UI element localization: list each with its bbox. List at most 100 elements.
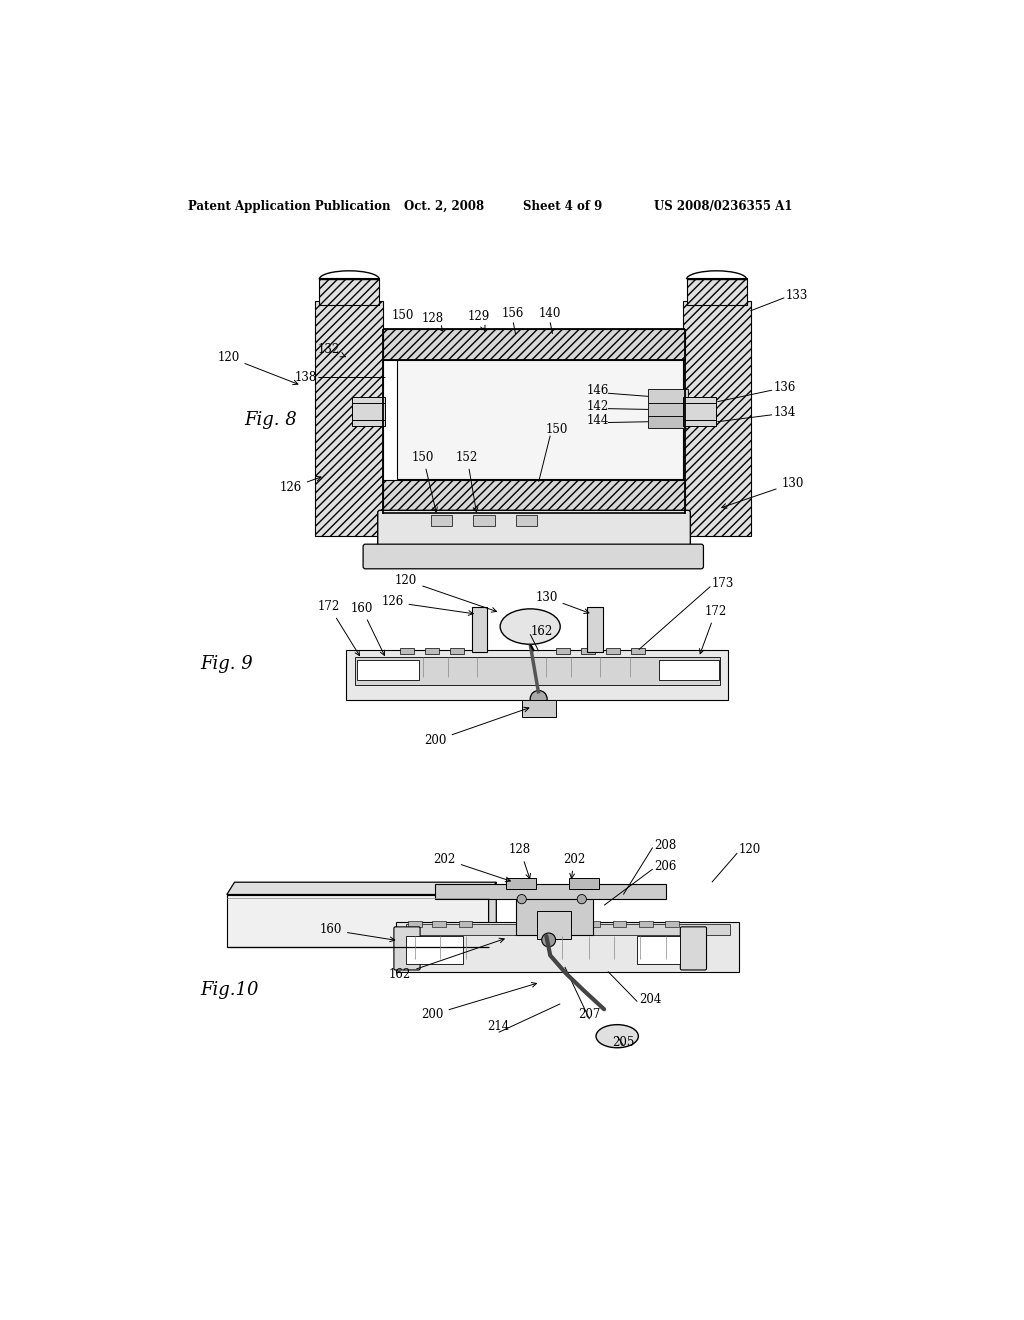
Text: Sheet 4 of 9: Sheet 4 of 9	[523, 199, 602, 213]
Text: 130: 130	[722, 477, 804, 508]
Text: 160: 160	[319, 924, 394, 941]
Bar	[587, 921, 600, 927]
Bar	[315, 301, 383, 536]
Text: 144: 144	[587, 413, 609, 426]
Bar	[658, 660, 719, 681]
Bar	[352, 397, 385, 426]
Bar	[319, 277, 379, 305]
Circle shape	[542, 933, 556, 946]
Text: 152: 152	[456, 450, 478, 512]
Bar	[665, 921, 679, 927]
Bar	[226, 895, 488, 946]
Bar	[587, 607, 602, 652]
Bar	[631, 648, 645, 655]
Text: 162: 162	[531, 626, 553, 639]
Text: 126: 126	[381, 595, 473, 615]
Text: 207: 207	[579, 1008, 601, 1022]
Bar	[506, 878, 536, 890]
Bar	[515, 896, 593, 935]
Text: Patent Application Publication: Patent Application Publication	[188, 199, 391, 213]
Bar	[432, 921, 446, 927]
Text: 133: 133	[785, 289, 808, 302]
Bar	[686, 277, 746, 305]
Text: 126: 126	[280, 477, 321, 495]
Text: 160: 160	[350, 602, 385, 656]
Text: 134: 134	[773, 407, 796, 418]
Bar	[648, 389, 688, 404]
Text: 204: 204	[639, 993, 662, 1006]
Bar	[435, 884, 666, 899]
Polygon shape	[488, 882, 497, 941]
Text: Fig. 8: Fig. 8	[245, 412, 297, 429]
Text: 132: 132	[318, 343, 346, 356]
Bar	[648, 404, 688, 416]
Bar	[683, 301, 752, 536]
Text: 128: 128	[422, 312, 444, 331]
Ellipse shape	[596, 1024, 638, 1048]
Bar	[473, 515, 495, 525]
Text: 200: 200	[421, 982, 537, 1022]
Circle shape	[517, 895, 526, 904]
FancyBboxPatch shape	[680, 927, 707, 970]
Bar	[562, 921, 575, 927]
Text: 146: 146	[587, 384, 609, 397]
Text: 142: 142	[587, 400, 608, 413]
Bar	[425, 648, 438, 655]
Bar	[639, 921, 652, 927]
Bar	[683, 397, 716, 426]
Text: 140: 140	[539, 308, 561, 321]
Text: 120: 120	[395, 574, 497, 612]
Text: Fig. 9: Fig. 9	[200, 655, 253, 672]
Bar	[451, 648, 464, 655]
Text: 150: 150	[545, 422, 567, 436]
Text: 214: 214	[487, 1020, 510, 1034]
Bar	[396, 923, 739, 972]
FancyBboxPatch shape	[394, 927, 420, 970]
Bar	[407, 924, 730, 935]
Bar	[383, 480, 685, 512]
Bar	[357, 660, 419, 681]
Text: 138: 138	[295, 371, 316, 384]
Text: 173: 173	[712, 577, 734, 590]
Text: 208: 208	[654, 838, 677, 851]
Bar	[606, 648, 621, 655]
Text: 128: 128	[509, 843, 531, 879]
Text: 136: 136	[773, 381, 796, 395]
Bar	[397, 360, 683, 479]
Bar	[383, 330, 685, 360]
FancyBboxPatch shape	[378, 511, 690, 549]
Bar	[612, 921, 627, 927]
Polygon shape	[226, 882, 497, 895]
Bar	[648, 416, 688, 428]
Bar	[431, 515, 453, 525]
Text: 129: 129	[468, 310, 489, 330]
Text: 150: 150	[391, 309, 414, 322]
Bar	[515, 515, 538, 525]
Text: 200: 200	[424, 708, 528, 747]
Circle shape	[578, 895, 587, 904]
Bar	[522, 701, 556, 718]
Bar	[355, 657, 720, 685]
Text: US 2008/0236355 A1: US 2008/0236355 A1	[654, 199, 793, 213]
FancyBboxPatch shape	[364, 544, 703, 569]
Text: 150: 150	[412, 450, 437, 512]
Bar	[408, 921, 422, 927]
Text: 130: 130	[536, 591, 589, 614]
Text: 172: 172	[318, 601, 359, 656]
Text: Oct. 2, 2008: Oct. 2, 2008	[403, 199, 484, 213]
Text: 120: 120	[217, 351, 298, 384]
Bar	[472, 607, 487, 652]
Text: 162: 162	[389, 939, 504, 981]
Bar	[407, 936, 463, 964]
Text: 156: 156	[502, 308, 524, 321]
Text: 205: 205	[612, 1036, 635, 1049]
Bar	[556, 648, 570, 655]
Circle shape	[530, 690, 547, 708]
Text: 206: 206	[654, 861, 677, 874]
Bar	[459, 921, 472, 927]
Ellipse shape	[500, 609, 560, 644]
Bar	[581, 648, 595, 655]
Text: 202: 202	[563, 853, 585, 878]
Text: Fig.10: Fig.10	[200, 981, 258, 999]
Text: 202: 202	[433, 853, 510, 882]
